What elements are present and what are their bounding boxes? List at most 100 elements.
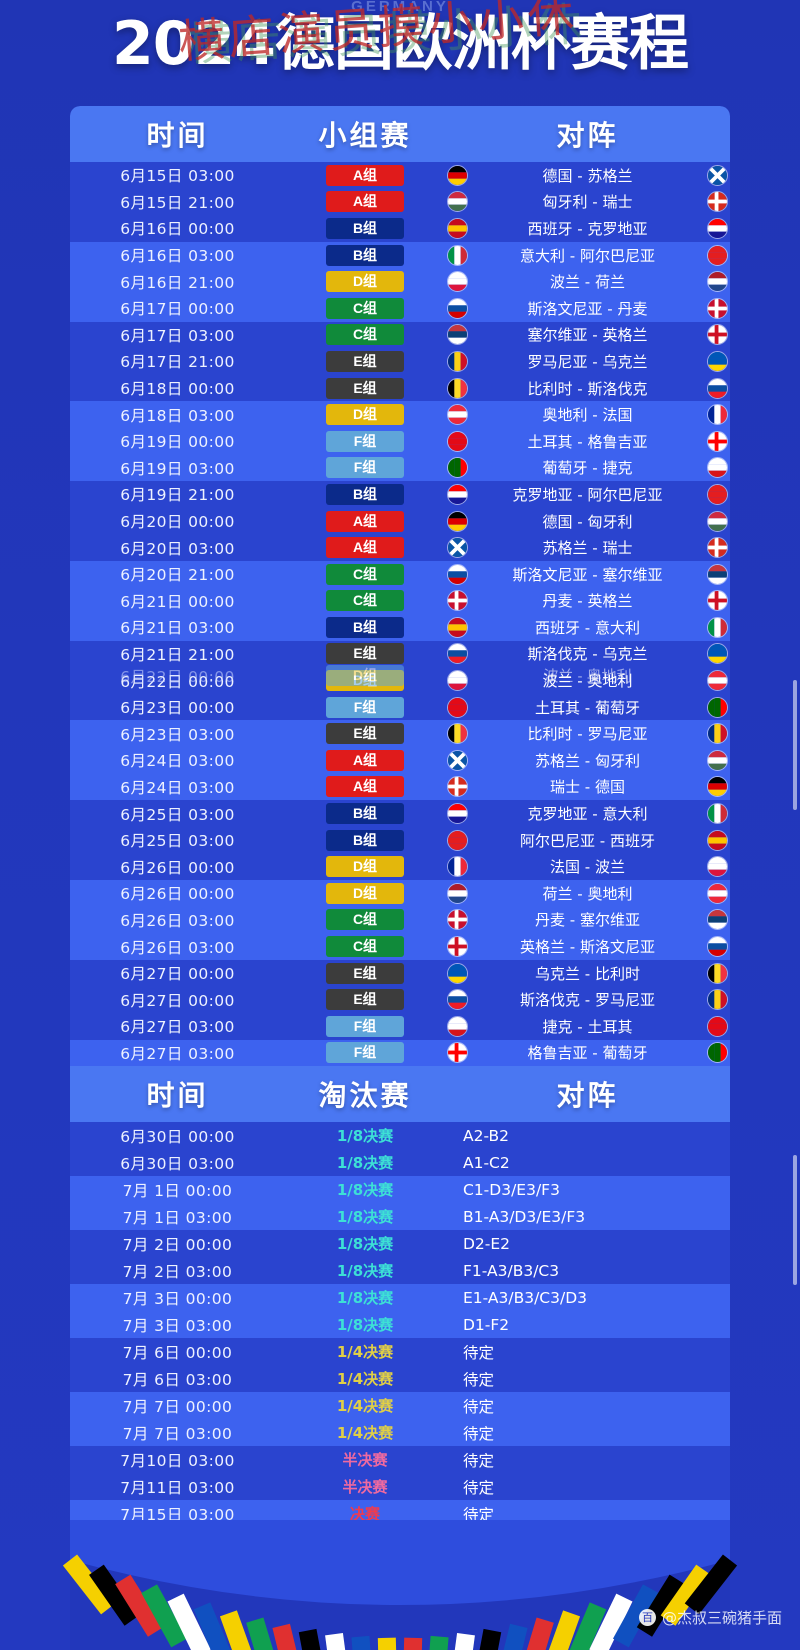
matchup-cell: 苏格兰 - 匈牙利 [445, 749, 730, 771]
home-flag-icon [447, 882, 468, 904]
group-cell: C组 [285, 324, 445, 346]
group-cell: C组 [285, 936, 445, 958]
bunting-flag [89, 1564, 140, 1626]
matchup-label: A1-C2 [463, 1153, 510, 1172]
matchup-cell: 意大利 - 阿尔巴尼亚 [445, 244, 730, 266]
matchup-label: 丹麦 - 英格兰 [542, 592, 633, 611]
home-flag-icon [447, 643, 468, 665]
table-row: 7月 6日 00:00 1/4决赛 待定 [70, 1338, 730, 1366]
matchup-label: 西班牙 - 克罗地亚 [527, 219, 648, 238]
group-badge: C组 [326, 936, 404, 958]
match-time: 6月23日 00:00 [120, 699, 235, 718]
scrollbar-thumb-upper[interactable] [793, 680, 797, 810]
bunting-flag [684, 1554, 738, 1615]
flag-bunting-decoration [62, 1520, 738, 1650]
match-time: 7月 6日 03:00 [122, 1370, 233, 1389]
group-cell: E组 [285, 723, 445, 745]
group-cell: B组 [285, 244, 445, 266]
home-flag-icon [447, 457, 468, 479]
home-flag-icon [447, 670, 468, 692]
match-time: 6月26日 00:00 [120, 885, 235, 904]
poster-header: GERMANY 2024德国欧洲杯赛程 横店演员摸小小休 横店演员摸小小休 [0, 0, 800, 100]
matchup-label: 待定 [463, 1505, 495, 1524]
match-time: 6月27日 00:00 [120, 965, 235, 984]
away-flag-icon [707, 217, 728, 239]
group-badge: F组 [326, 696, 404, 718]
match-time: 6月26日 03:00 [120, 911, 235, 930]
group-cell: B组 [285, 803, 445, 825]
table-row: 6月17日 21:00 E组 罗马尼亚 - 乌克兰 [70, 348, 730, 375]
away-flag-icon [707, 643, 728, 665]
group-badge: B组 [326, 616, 404, 638]
away-flag-icon [707, 882, 728, 904]
group-cell: F组 [285, 696, 445, 718]
matchup-label: 斯洛文尼亚 - 塞尔维亚 [512, 565, 663, 584]
group-badge: E组 [326, 723, 404, 745]
matchup-label: 待定 [463, 1424, 495, 1443]
matchup-label: 克罗地亚 - 阿尔巴尼亚 [512, 485, 663, 504]
table-row: 6月16日 00:00 B组 西班牙 - 克罗地亚 [70, 215, 730, 242]
matchup-label: 塞尔维亚 - 英格兰 [527, 326, 648, 345]
group-stage-header: 时间 小组赛 对阵 [70, 106, 730, 162]
match-time: 6月21日 03:00 [120, 619, 235, 638]
matchup-label: 阿尔巴尼亚 - 西班牙 [520, 831, 655, 850]
matchup-cell: 比利时 - 斯洛伐克 [445, 377, 730, 399]
group-cell: C组 [285, 909, 445, 931]
match-time: 6月26日 00:00 [120, 858, 235, 877]
match-time: 7月11日 03:00 [120, 1478, 235, 1497]
away-flag-icon [707, 749, 728, 771]
matchup-label: 待定 [463, 1478, 495, 1497]
matchup-label: 德国 - 苏格兰 [542, 166, 633, 185]
group-badge: A组 [326, 191, 404, 213]
matchup-label: 土耳其 - 格鲁吉亚 [527, 432, 648, 451]
group-cell: A组 [285, 776, 445, 798]
matchup-label: 土耳其 - 葡萄牙 [535, 698, 640, 717]
group-cell: C组 [285, 297, 445, 319]
match-time: 6月24日 03:00 [120, 752, 235, 771]
matchup-cell: 斯洛文尼亚 - 塞尔维亚 [445, 563, 730, 585]
bunting-flag [325, 1632, 352, 1650]
match-time: 6月27日 03:00 [120, 1018, 235, 1037]
table-row: 7月 7日 03:00 1/4决赛 待定 [70, 1419, 730, 1447]
matchup-cell: 克罗地亚 - 意大利 [445, 803, 730, 825]
home-flag-icon [447, 191, 468, 213]
table-row: 6月18日 00:00 E组 比利时 - 斯洛伐克 [70, 374, 730, 402]
match-time: 7月 7日 03:00 [122, 1424, 233, 1443]
matchup-label: 罗马尼亚 - 乌克兰 [527, 352, 648, 371]
table-row: 6月23日 03:00 E组 比利时 - 罗马尼亚 [70, 720, 730, 748]
col-header-match-2: 对阵 [556, 1079, 619, 1113]
group-cell: B组 [285, 616, 445, 638]
away-flag-icon [707, 164, 728, 186]
group-badge: B组 [326, 217, 404, 239]
bunting-flag [472, 1628, 502, 1650]
group-cell: D组 [285, 882, 445, 904]
match-time: 7月 3日 03:00 [122, 1316, 233, 1335]
table-row: 6月27日 00:00 E组 乌克兰 - 比利时 [70, 959, 730, 987]
home-flag-icon [447, 244, 468, 266]
table-row: 7月 1日 00:00 1/8决赛 C1-D3/E3/F3 [70, 1176, 730, 1204]
scrollbar-thumb-lower[interactable] [793, 1155, 797, 1285]
table-row: 7月10日 03:00 半决赛 待定 [70, 1446, 730, 1474]
table-row: 6月20日 21:00 C组 斯洛文尼亚 - 塞尔维亚 [70, 560, 730, 588]
group-cell: A组 [285, 164, 445, 186]
away-flag-icon [707, 457, 728, 479]
knockout-stage-label: 1/4决赛 [336, 1397, 394, 1416]
table-row: 6月27日 03:00 F组 格鲁吉亚 - 葡萄牙 [70, 1039, 730, 1067]
home-flag-icon [447, 803, 468, 825]
away-flag-icon [707, 191, 728, 213]
bunting-flag [193, 1602, 235, 1650]
group-cell: E组 [285, 377, 445, 399]
group-cell: E组 [285, 989, 445, 1011]
matchup-cell: 罗马尼亚 - 乌克兰 [445, 350, 730, 372]
matchup-label: 比利时 - 罗马尼亚 [527, 725, 648, 744]
away-flag-icon [707, 537, 728, 559]
bunting-flag [167, 1593, 211, 1650]
matchup-label: C1-D3/E3/F3 [463, 1180, 560, 1199]
knockout-stage-label: 半决赛 [342, 1478, 388, 1497]
away-flag-icon [707, 563, 728, 585]
match-time: 6月25日 03:00 [120, 805, 235, 824]
home-flag-icon [447, 776, 468, 798]
group-badge: F组 [326, 1015, 404, 1037]
table-row: 6月25日 03:00 B组 阿尔巴尼亚 - 西班牙 [70, 826, 730, 854]
